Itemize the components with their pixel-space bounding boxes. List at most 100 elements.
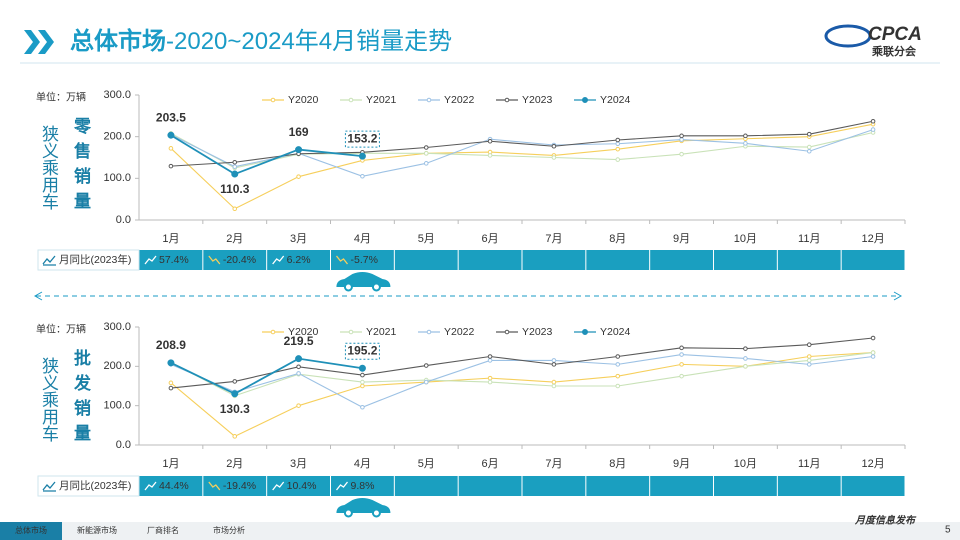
- point: [679, 352, 684, 357]
- x-tick-label: 8月: [609, 233, 626, 245]
- legend-dot: [348, 329, 354, 335]
- x-tick-label: 2月: [226, 458, 243, 470]
- legend-label: Y2024: [600, 94, 631, 106]
- point: [487, 354, 493, 359]
- point: [167, 359, 175, 367]
- tab: 厂商排名: [147, 525, 179, 535]
- point: [870, 127, 876, 132]
- series-line: [170, 129, 874, 177]
- point: [806, 342, 812, 348]
- point: [487, 358, 493, 363]
- point: [423, 161, 429, 166]
- point: [296, 403, 301, 408]
- point: [551, 143, 557, 149]
- legend-label: Y2024: [600, 326, 631, 338]
- separator-arrows: [33, 291, 903, 301]
- point: [679, 345, 684, 351]
- point: [551, 358, 557, 363]
- point: [806, 131, 812, 137]
- yoy-icon: [42, 255, 56, 266]
- trend-icon: [208, 255, 221, 265]
- point: [615, 157, 621, 162]
- point: [806, 358, 812, 363]
- point: [551, 155, 557, 160]
- point: [870, 118, 876, 124]
- x-tick-label: 10月: [734, 458, 757, 470]
- yoy-value: 57.4%: [159, 254, 189, 266]
- x-tick-label: 3月: [290, 233, 307, 245]
- legend-label: Y2021: [366, 94, 397, 106]
- data-label: 169: [289, 125, 309, 139]
- yoy-label-bg: [37, 475, 140, 497]
- x-tick-label: 7月: [545, 458, 562, 470]
- footer-bar: [0, 522, 960, 540]
- y-tick-label: 300.0: [103, 321, 131, 333]
- legend-dot: [270, 97, 276, 103]
- yoy-value: 44.4%: [159, 480, 189, 492]
- y-tick-label: 100.0: [103, 400, 131, 412]
- label-box: [344, 342, 380, 360]
- data-label: 110.3: [220, 182, 250, 196]
- point: [615, 141, 621, 147]
- point: [232, 206, 238, 212]
- y-tick-label: 200.0: [103, 131, 131, 143]
- point: [487, 153, 493, 158]
- x-tick-label: 12月: [861, 233, 884, 245]
- point: [168, 146, 174, 151]
- point: [551, 383, 557, 389]
- yoy-value: 6.2%: [287, 254, 311, 266]
- point: [360, 404, 365, 410]
- legend-dot: [504, 97, 510, 103]
- trend-icon: [144, 255, 157, 265]
- point: [423, 363, 429, 368]
- yoy-value: 9.8%: [351, 480, 375, 492]
- yoy-value: -5.7%: [351, 254, 378, 266]
- point: [551, 362, 557, 367]
- x-tick-label: 5月: [418, 458, 435, 470]
- legend-dot: [582, 97, 588, 103]
- title-bold: 总体市场: [70, 27, 166, 55]
- point: [168, 380, 174, 386]
- unit: 单位：万辆: [36, 91, 86, 104]
- point: [743, 133, 748, 139]
- data-label: 208.9: [156, 338, 186, 352]
- legend-dot: [426, 97, 432, 103]
- point: [551, 379, 557, 385]
- series-line: [170, 134, 363, 176]
- series-line: [170, 337, 874, 389]
- yoy-value: 10.4%: [287, 480, 317, 492]
- x-tick-label: 12月: [861, 458, 884, 470]
- y-tick-label: 0.0: [116, 214, 131, 226]
- legend-label: Y2021: [366, 326, 397, 338]
- trend-icon: [335, 481, 349, 491]
- point: [360, 379, 365, 385]
- point: [168, 163, 174, 169]
- yoy-value: -19.4%: [223, 480, 256, 492]
- x-tick-label: 11月: [798, 458, 820, 470]
- point: [167, 131, 175, 139]
- logo: CPCA: [868, 24, 922, 45]
- point: [743, 356, 748, 361]
- point: [615, 373, 621, 379]
- yoy-row: [38, 476, 905, 496]
- point: [487, 375, 493, 381]
- y-tick-label: 300.0: [103, 89, 131, 101]
- yoy-label-bg: [37, 249, 140, 271]
- trend-icon: [144, 481, 157, 491]
- point: [232, 434, 238, 439]
- series-line: [170, 123, 874, 210]
- yoy-row: [38, 250, 905, 270]
- car-wheel: [371, 508, 381, 518]
- x-tick-label: 11月: [798, 233, 820, 245]
- point: [296, 174, 301, 179]
- trend-icon: [272, 481, 285, 491]
- x-tick-label: 9月: [673, 233, 690, 245]
- point: [487, 138, 493, 144]
- car-wheel: [371, 282, 381, 292]
- logo-sub: 乘联分会: [871, 44, 917, 58]
- x-tick-label: 7月: [545, 233, 562, 245]
- logo-mark: [824, 24, 872, 48]
- x-tick-label: 1月: [162, 458, 179, 470]
- series-line: [170, 120, 874, 167]
